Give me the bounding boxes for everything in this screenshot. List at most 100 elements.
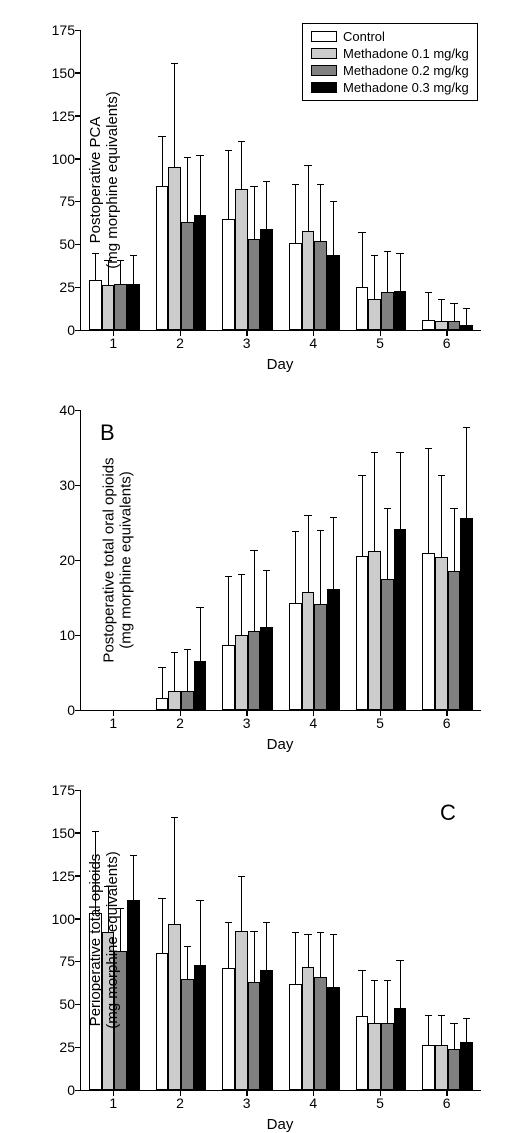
error-bar xyxy=(241,574,242,636)
error-cap xyxy=(317,932,325,933)
bar xyxy=(381,1023,394,1090)
y-tick-label: 100 xyxy=(35,911,75,927)
bar xyxy=(260,229,273,330)
figure-container: 0255075100125150175123456Postoperative P… xyxy=(0,0,520,1119)
error-cap xyxy=(358,970,366,971)
bar xyxy=(381,579,394,710)
x-tick-label: 1 xyxy=(109,335,117,351)
error-bar xyxy=(333,517,334,589)
y-axis-label: Perioperative total opioids(mg morphine … xyxy=(87,851,121,1029)
bar xyxy=(289,243,302,330)
error-bar xyxy=(374,452,375,551)
bar xyxy=(394,1008,407,1090)
error-cap xyxy=(463,308,471,309)
error-bar xyxy=(295,531,296,603)
error-bar xyxy=(187,157,188,222)
legend-item: Methadone 0.2 mg/kg xyxy=(311,62,469,79)
y-tick-label: 100 xyxy=(35,151,75,167)
bar xyxy=(302,231,315,330)
error-bar xyxy=(400,452,401,529)
error-bar xyxy=(362,475,363,556)
error-cap xyxy=(330,201,338,202)
x-tick-mark xyxy=(380,330,382,336)
error-cap xyxy=(384,508,392,509)
error-cap xyxy=(292,531,300,532)
bar xyxy=(156,186,169,330)
error-cap xyxy=(330,934,338,935)
bar xyxy=(194,215,207,330)
x-tick-mark xyxy=(313,1090,315,1096)
error-bar xyxy=(187,649,188,690)
bar xyxy=(368,551,381,710)
error-bar xyxy=(374,980,375,1023)
error-bar xyxy=(308,515,309,592)
bar xyxy=(381,292,394,330)
bar xyxy=(235,931,248,1090)
error-bar xyxy=(200,900,201,965)
bar xyxy=(248,982,261,1090)
error-bar xyxy=(228,922,229,968)
error-bar xyxy=(162,898,163,953)
error-bar xyxy=(320,932,321,977)
y-tick-mark xyxy=(75,287,81,289)
bar xyxy=(422,1045,435,1090)
bar xyxy=(127,900,140,1090)
x-tick-label: 6 xyxy=(443,1095,451,1111)
x-tick-mark xyxy=(313,710,315,716)
x-tick-mark xyxy=(180,710,182,716)
bar xyxy=(222,645,235,710)
y-tick-label: 50 xyxy=(35,236,75,252)
x-tick-label: 4 xyxy=(309,335,317,351)
error-cap xyxy=(463,1018,471,1019)
error-cap xyxy=(384,980,392,981)
y-tick-mark xyxy=(75,875,81,877)
bar xyxy=(460,325,473,330)
y-tick-mark xyxy=(75,30,81,32)
x-tick-mark xyxy=(113,1090,115,1096)
y-tick-label: 40 xyxy=(35,402,75,418)
x-tick-label: 5 xyxy=(376,1095,384,1111)
y-tick-label: 75 xyxy=(35,953,75,969)
x-tick-label: 5 xyxy=(376,715,384,731)
error-bar xyxy=(387,980,388,1023)
error-bar xyxy=(362,970,363,1016)
error-cap xyxy=(130,855,138,856)
x-tick-mark xyxy=(113,330,115,336)
legend: ControlMethadone 0.1 mg/kgMethadone 0.2 … xyxy=(302,23,478,101)
error-cap xyxy=(92,831,100,832)
error-bar xyxy=(466,427,467,519)
x-tick-mark xyxy=(246,1090,248,1096)
bar xyxy=(394,529,407,711)
error-cap xyxy=(196,607,204,608)
x-tick-label: 6 xyxy=(443,715,451,731)
error-bar xyxy=(454,508,455,571)
y-tick-label: 25 xyxy=(35,279,75,295)
y-tick-label: 125 xyxy=(35,108,75,124)
x-tick-label: 6 xyxy=(443,335,451,351)
y-tick-label: 175 xyxy=(35,22,75,38)
bar xyxy=(356,1016,369,1090)
bar xyxy=(156,698,169,710)
error-cap xyxy=(425,1015,433,1016)
error-bar xyxy=(454,303,455,322)
error-bar xyxy=(428,292,429,319)
x-tick-mark xyxy=(180,330,182,336)
error-cap xyxy=(358,232,366,233)
y-tick-mark xyxy=(75,560,81,562)
bar xyxy=(460,1042,473,1090)
y-tick-mark xyxy=(75,410,81,412)
x-tick-mark xyxy=(313,330,315,336)
x-tick-label: 3 xyxy=(243,1095,251,1111)
y-tick-label: 175 xyxy=(35,782,75,798)
legend-label: Methadone 0.1 mg/kg xyxy=(343,46,469,61)
bar xyxy=(248,239,261,330)
error-bar xyxy=(441,299,442,321)
y-tick-mark xyxy=(75,115,81,117)
error-cap xyxy=(292,184,300,185)
y-tick-mark xyxy=(75,710,81,712)
bar xyxy=(289,603,302,710)
error-bar xyxy=(174,817,175,923)
y-tick-label: 50 xyxy=(35,996,75,1012)
error-bar xyxy=(320,530,321,604)
panel-B: 010203040123456Postoperative total oral … xyxy=(80,410,480,710)
